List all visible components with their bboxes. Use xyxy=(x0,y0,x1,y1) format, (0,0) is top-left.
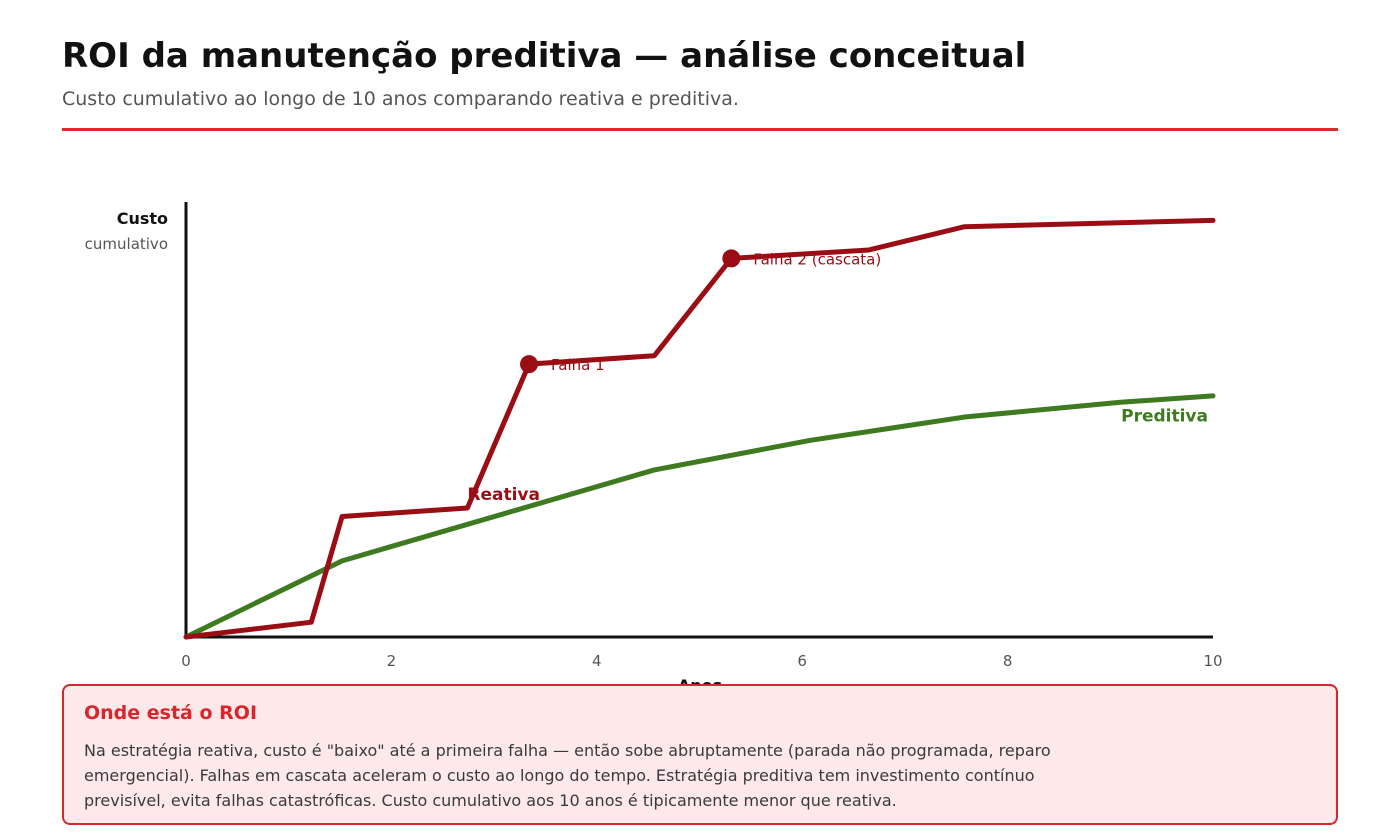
x-tick-label: 8 xyxy=(1003,652,1013,670)
series-line-preditiva xyxy=(183,393,1216,640)
x-tick-label: 0 xyxy=(181,652,191,670)
roi-callout: Onde está o ROI Na estratégia reativa, c… xyxy=(62,684,1338,825)
failure-annotation: Falha 1 xyxy=(551,356,605,374)
series-line-reativa xyxy=(183,217,1216,640)
chart-axes xyxy=(184,202,1213,639)
series-label-reativa: Reativa xyxy=(467,485,540,505)
failure-marker xyxy=(520,355,539,374)
chart-labels: Falha 1 Falha 2 (cascata) Reativa Preditiva xyxy=(467,249,1208,505)
x-tick-label: 2 xyxy=(387,652,397,670)
page-title: ROI da manutenção preditiva — análise co… xyxy=(62,36,1027,76)
failure-marker xyxy=(722,249,741,268)
title-divider xyxy=(62,128,1338,131)
x-tick-label: 10 xyxy=(1203,652,1222,670)
series-label-preditiva: Preditiva xyxy=(1121,406,1208,426)
x-tick-label: 6 xyxy=(797,652,807,670)
callout-title: Onde está o ROI xyxy=(84,702,258,724)
page-subtitle: Custo cumulativo ao longo de 10 anos com… xyxy=(62,88,739,110)
y-axis-title: Custo xyxy=(117,209,168,228)
callout-body: Na estratégia reativa, custo é "baixo" a… xyxy=(84,741,1051,810)
series-lines xyxy=(183,217,1216,640)
x-tick-labels: 0 2 4 6 8 10 xyxy=(181,652,1222,670)
x-tick-label: 4 xyxy=(592,652,602,670)
y-axis-subtitle: cumulativo xyxy=(85,235,168,253)
failure-annotation: Falha 2 (cascata) xyxy=(753,250,881,268)
